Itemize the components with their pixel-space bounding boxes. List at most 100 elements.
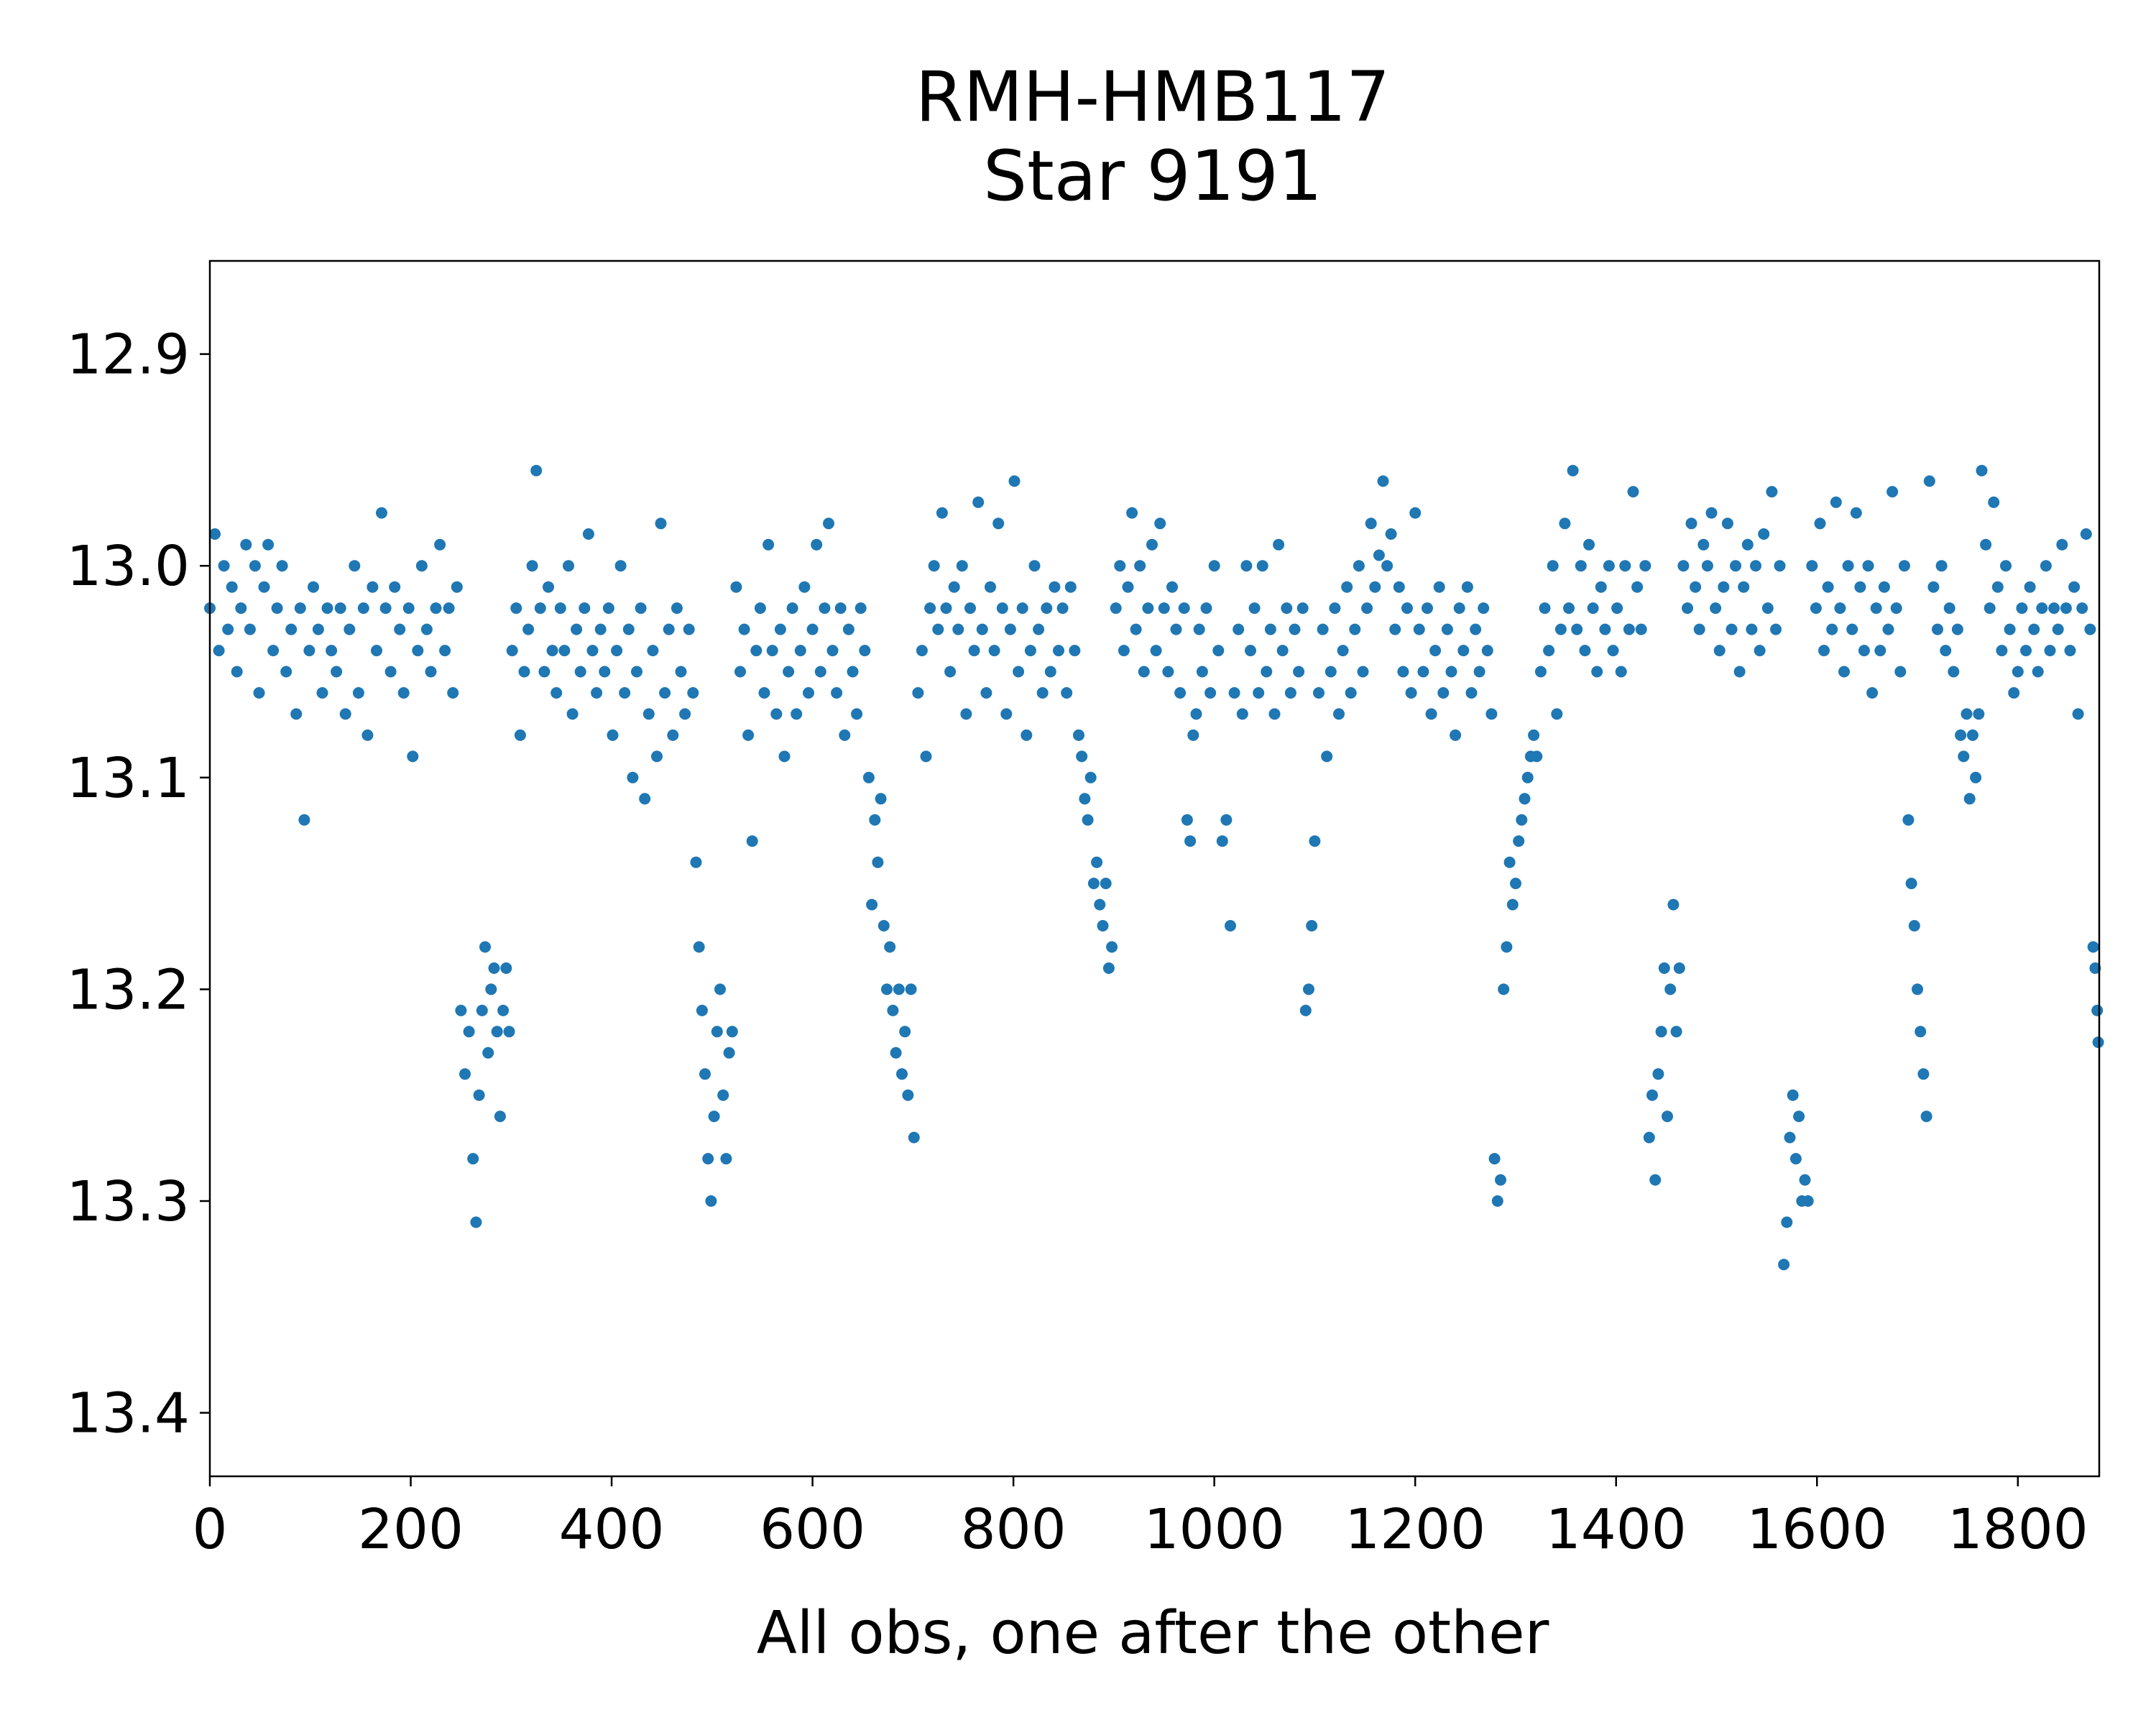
data-point	[1110, 602, 1122, 615]
data-point	[1150, 645, 1162, 657]
data-point	[1184, 835, 1197, 847]
data-point	[574, 666, 586, 678]
data-point	[1649, 1174, 1662, 1186]
data-point	[1826, 623, 1838, 635]
data-point	[497, 1004, 510, 1016]
data-point	[717, 1089, 729, 1101]
data-point	[1521, 771, 1534, 783]
data-point	[1296, 602, 1309, 615]
data-point	[1874, 645, 1886, 657]
data-point	[1658, 962, 1670, 974]
data-point	[1044, 666, 1056, 678]
data-point	[1313, 687, 1325, 699]
data-point	[1069, 645, 1081, 657]
data-point	[1866, 687, 1879, 699]
data-point	[972, 496, 985, 508]
data-point	[1858, 645, 1870, 657]
data-point	[952, 623, 964, 635]
data-point	[1299, 1004, 1312, 1016]
data-point	[2012, 666, 2024, 678]
data-point	[869, 814, 881, 826]
data-point	[1114, 560, 1126, 572]
data-point	[2000, 560, 2012, 572]
plot-frame	[208, 259, 2101, 1478]
data-point	[1216, 835, 1228, 847]
data-point	[968, 645, 980, 657]
data-point	[1495, 1174, 1506, 1186]
data-point	[893, 983, 905, 995]
data-point	[522, 623, 535, 635]
data-point	[936, 507, 948, 519]
data-point	[1309, 835, 1321, 847]
data-point	[655, 518, 667, 530]
data-point	[2040, 560, 2052, 572]
data-point	[334, 602, 346, 615]
data-point	[1677, 560, 1690, 572]
data-point	[1377, 475, 1389, 487]
data-point	[1806, 560, 1818, 572]
data-point	[1746, 623, 1758, 635]
data-point	[1321, 750, 1333, 763]
data-point	[1501, 941, 1513, 953]
data-point	[1181, 814, 1193, 826]
data-point	[285, 623, 298, 635]
data-point	[1273, 538, 1285, 551]
data-point	[1373, 549, 1385, 561]
data-point	[750, 645, 763, 657]
data-point	[1627, 486, 1639, 498]
data-point	[758, 687, 770, 699]
data-point	[996, 602, 1008, 615]
data-point	[447, 687, 459, 699]
data-point	[1890, 602, 1902, 615]
data-point	[1920, 1110, 1932, 1123]
data-point	[1774, 560, 1786, 572]
data-point	[2091, 1004, 2104, 1016]
data-point	[1718, 581, 1730, 593]
data-point	[1325, 666, 1337, 678]
data-point	[1750, 560, 1761, 572]
data-point	[1306, 920, 1318, 932]
data-point	[538, 666, 550, 678]
data-point	[2028, 623, 2040, 635]
data-point	[1761, 602, 1774, 615]
data-point	[1000, 708, 1013, 720]
data-point	[213, 645, 225, 657]
data-point	[1481, 645, 1493, 657]
data-point	[470, 1216, 482, 1228]
data-point	[679, 708, 691, 720]
data-point	[2052, 623, 2064, 635]
data-point	[798, 581, 811, 593]
data-point	[2089, 962, 2101, 974]
data-point	[1126, 507, 1138, 519]
data-point	[1667, 898, 1680, 911]
data-point	[1701, 560, 1713, 572]
data-point	[1705, 507, 1718, 519]
data-point	[1053, 645, 1064, 657]
data-point	[2080, 528, 2092, 540]
data-point	[675, 666, 687, 678]
x-tick-label: 0	[193, 1498, 228, 1562]
data-point	[659, 687, 671, 699]
data-point	[1174, 687, 1187, 699]
data-point	[1842, 560, 1854, 572]
data-point	[1758, 528, 1770, 540]
data-point	[1154, 518, 1166, 530]
data-point	[803, 687, 814, 699]
data-point	[2056, 538, 2068, 551]
data-point	[2032, 666, 2044, 678]
data-point	[1158, 602, 1170, 615]
data-point	[1579, 645, 1591, 657]
data-point	[839, 729, 851, 741]
data-point	[1575, 560, 1587, 572]
data-point	[1697, 538, 1710, 551]
data-point	[1878, 581, 1890, 593]
data-point	[614, 560, 627, 572]
data-point	[1488, 1153, 1501, 1165]
data-point	[1980, 538, 1992, 551]
data-point	[579, 602, 591, 615]
data-point	[1385, 528, 1397, 540]
data-point	[271, 602, 283, 615]
data-point	[1284, 687, 1296, 699]
data-point	[331, 666, 343, 678]
data-point	[582, 528, 594, 540]
